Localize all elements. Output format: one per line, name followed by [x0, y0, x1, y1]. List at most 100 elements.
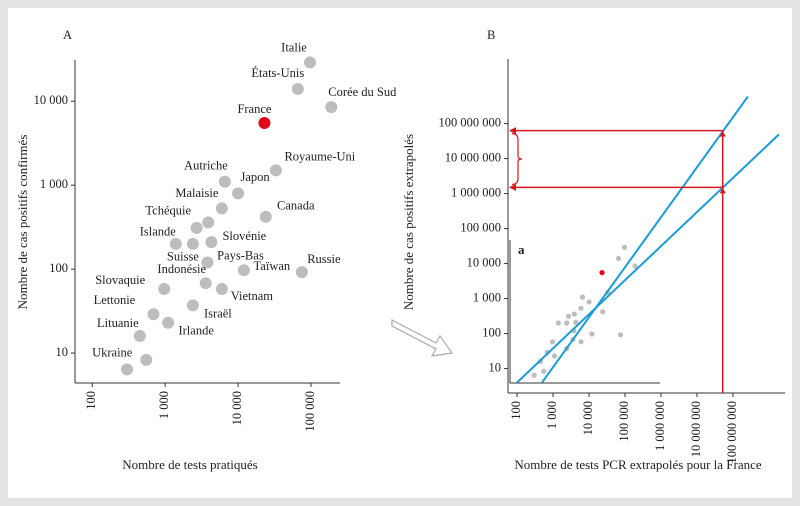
point-label: États-Unis [251, 66, 304, 80]
inset-point [258, 117, 271, 130]
inset-point [615, 255, 622, 262]
reference-brace [511, 132, 523, 185]
y-tick-label: 10 000 [467, 255, 501, 269]
inset-point [259, 210, 272, 223]
inset-point [269, 164, 282, 177]
inset-point [232, 187, 245, 200]
inset-point [617, 332, 624, 338]
x-axis-title: Nombre de tests PCR extrapolés pour la F… [514, 457, 762, 472]
y-tick-label: 100 000 [460, 220, 501, 234]
point-label: Lituanie [97, 316, 139, 330]
point-label: Ukraine [92, 346, 133, 360]
inset-point [565, 313, 572, 319]
inset-point [121, 363, 134, 376]
inset-point [571, 311, 577, 317]
inset-point [325, 101, 338, 114]
inset-point [162, 316, 175, 329]
inset-point [549, 339, 556, 345]
x-tick-label: 10 000 [581, 401, 595, 435]
panel-background [8, 8, 792, 498]
inset-point [202, 216, 215, 229]
point-label: Corée du Sud [328, 85, 397, 99]
inset-point [295, 266, 308, 279]
inset-point [304, 56, 317, 69]
inset-point [133, 329, 146, 342]
point-label: Islande [140, 225, 177, 239]
y-tick-label: 100 [482, 325, 501, 339]
point-label: Pays-Bas [217, 248, 264, 262]
inset-point [621, 244, 628, 250]
inset-point [586, 299, 592, 305]
point-label: Royaume-Uni [284, 149, 355, 163]
y-axis-title: Nombre de cas positifs confirmés [15, 135, 30, 310]
y-tick-label: 1 000 [473, 290, 501, 304]
inset-point [541, 368, 547, 374]
x-tick-label: 1 000 000 [653, 401, 667, 451]
inset-point [573, 319, 579, 325]
inset-point [531, 372, 537, 378]
y-tick-label: 100 [49, 261, 68, 275]
x-tick-label: 10 000 [230, 391, 244, 425]
point-label: Taïwan [254, 259, 291, 273]
inset-point [169, 237, 182, 250]
inset-point [205, 236, 218, 249]
inset-point [190, 221, 203, 234]
point-label: Lettonie [94, 293, 136, 307]
reference-arrowhead [509, 127, 516, 135]
x-tick-label: 10 000 000 [689, 401, 703, 457]
point-label: Irlande [178, 324, 214, 338]
point-label: Slovénie [222, 229, 266, 243]
inset-point [140, 353, 153, 366]
y-tick-label: 10 [489, 360, 502, 374]
x-tick-label: 1 000 [157, 391, 171, 419]
regression-line [516, 133, 780, 384]
inset-point [186, 237, 199, 250]
inset-point [186, 299, 199, 312]
inset-point [564, 320, 570, 326]
y-tick-label: 10 000 [34, 93, 68, 107]
point-label: Indonésie [157, 262, 206, 276]
inset-point [199, 277, 212, 290]
inset-point [632, 263, 638, 269]
point-label: Israël [204, 306, 232, 320]
y-tick-label: 1 000 000 [451, 185, 501, 199]
regression-line [541, 96, 749, 384]
inset-point [237, 264, 250, 277]
point-label: France [237, 102, 271, 116]
inset-point [578, 339, 584, 345]
x-tick-label: 1 000 [545, 401, 559, 429]
reference-arrowhead [509, 183, 516, 191]
x-tick-label: 100 000 [617, 401, 631, 442]
x-tick-label: 100 [509, 401, 523, 420]
inset-point [158, 282, 171, 295]
inset-point [147, 308, 160, 321]
point-label: Slovaquie [95, 273, 145, 287]
point-label: Russie [307, 252, 341, 266]
y-tick-label: 1 000 [40, 177, 68, 191]
y-tick-label: 10 000 000 [445, 150, 501, 164]
transition-arrow [391, 319, 454, 357]
reference-arrowhead [719, 187, 726, 194]
panel-title: B [487, 28, 495, 42]
x-tick-label: 100 000 [303, 391, 317, 432]
inset-point [579, 294, 586, 300]
point-label: Suisse [167, 250, 199, 264]
panel-title: A [63, 28, 72, 42]
inset-point [215, 202, 228, 215]
inset-point [599, 270, 605, 276]
y-axis-title: Nombre de cas positifs extrapolés [401, 134, 416, 310]
x-tick-label: 100 000 000 [725, 401, 739, 464]
inset-point [551, 353, 558, 359]
point-label: Tchéquie [145, 203, 191, 217]
inset-point [291, 82, 304, 95]
point-label: Canada [277, 199, 315, 213]
point-label: Autriche [184, 159, 228, 173]
point-label: Italie [281, 40, 307, 54]
point-label: Japon [240, 170, 270, 184]
inset-point [578, 305, 584, 311]
inset-point [555, 320, 561, 326]
y-tick-label: 100 000 000 [439, 115, 502, 129]
inset-axes [509, 240, 660, 384]
